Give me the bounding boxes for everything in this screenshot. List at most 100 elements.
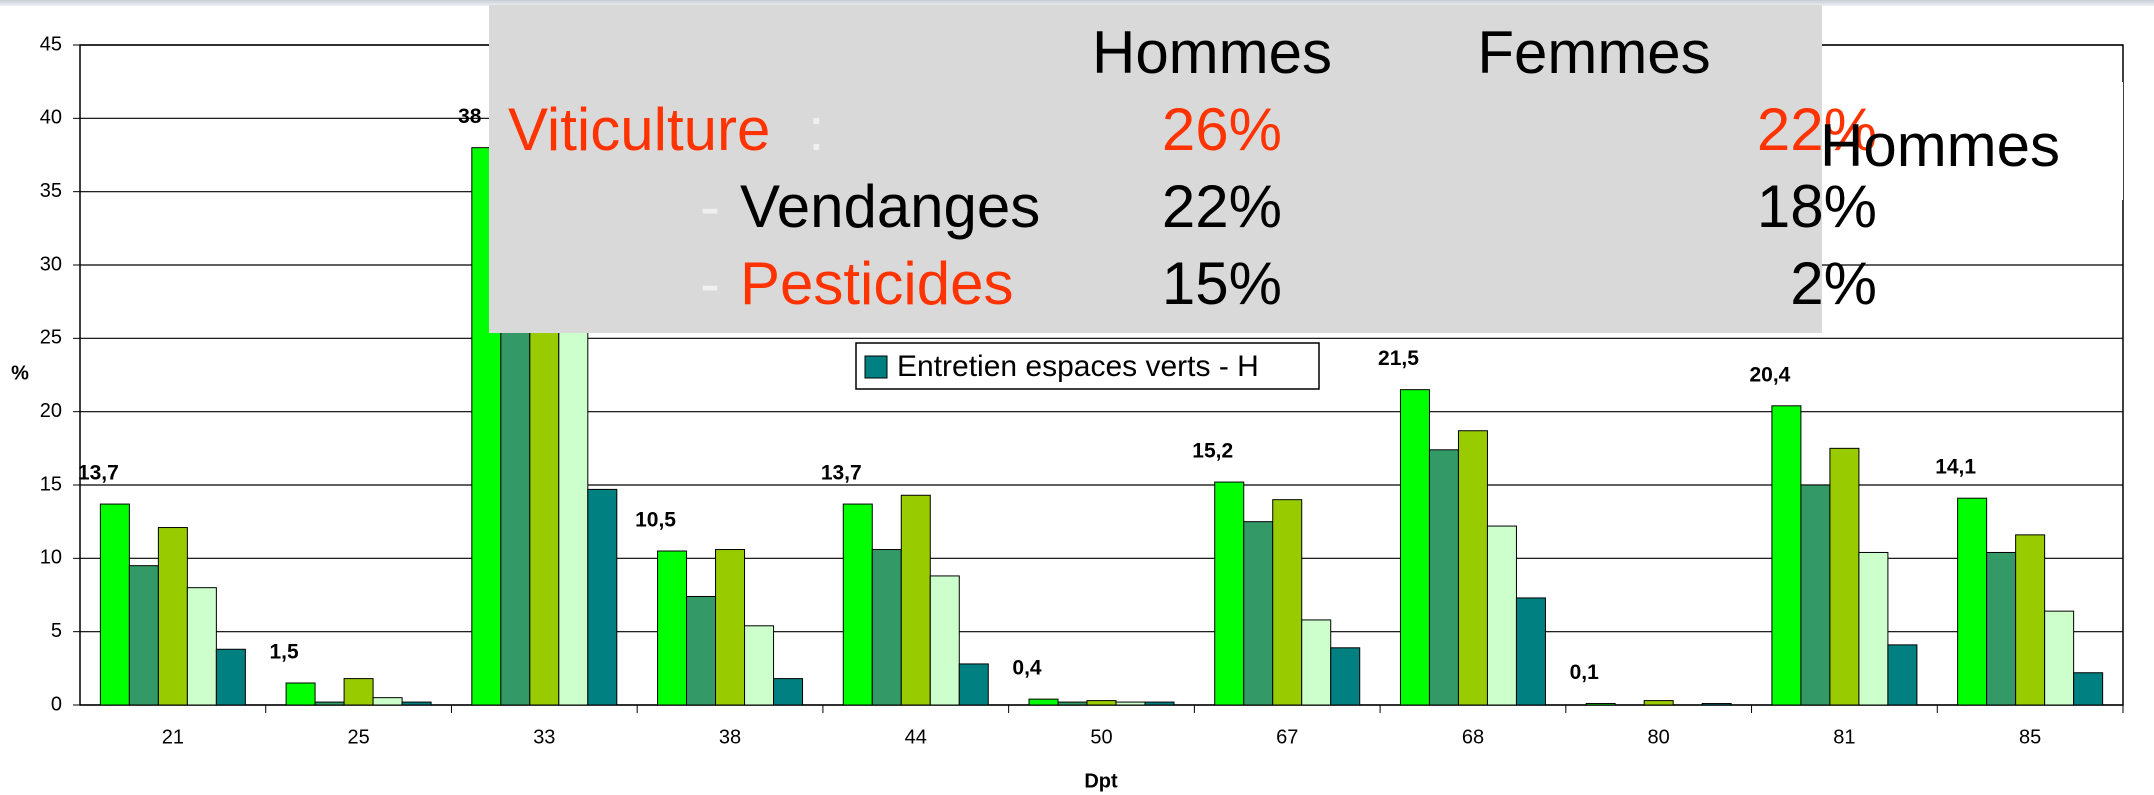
bar	[657, 550, 688, 706]
bar	[1144, 701, 1175, 706]
side-text: Hommes	[1820, 112, 2060, 179]
bar	[2015, 534, 2046, 706]
data-label: 38	[458, 105, 482, 128]
row-suffix: :	[808, 96, 825, 163]
y-tick-label: 15	[40, 473, 62, 495]
bar	[1515, 597, 1546, 706]
bar	[1428, 449, 1459, 706]
bar	[1486, 525, 1517, 706]
bar	[1086, 700, 1117, 706]
bar	[186, 587, 217, 706]
y-tick-label: 30	[40, 253, 62, 275]
x-tick-label: 80	[1648, 726, 1670, 748]
overlay-box	[489, 5, 1822, 333]
bar	[773, 678, 804, 706]
x-tick-label: 21	[162, 726, 184, 748]
bar	[215, 648, 246, 706]
bar	[1272, 499, 1303, 706]
x-tick-label: 68	[1462, 726, 1484, 748]
bar	[842, 503, 873, 706]
cell: 2%	[1790, 250, 1877, 317]
y-tick-label: 5	[51, 620, 62, 642]
bar	[401, 701, 432, 706]
bar	[372, 697, 403, 706]
data-label: 0,4	[1012, 657, 1042, 680]
bar	[157, 527, 188, 706]
bar	[1701, 703, 1732, 706]
y-tick-label: 25	[40, 327, 62, 349]
bar	[1057, 701, 1088, 706]
x-tick-label: 25	[347, 726, 369, 748]
cell: 22%	[1757, 96, 1877, 163]
x-tick-label: 67	[1276, 726, 1298, 748]
bar	[686, 595, 717, 706]
bar	[1028, 698, 1059, 706]
row-label: Viticulture	[508, 96, 770, 163]
y-tick-label: 35	[40, 180, 62, 202]
bar	[1243, 521, 1274, 706]
bar	[744, 625, 775, 706]
bar	[1986, 551, 2017, 706]
legend: Entretien espaces verts - H	[855, 342, 1320, 390]
bar	[314, 701, 345, 706]
bar	[1301, 619, 1332, 706]
bar	[1771, 405, 1802, 706]
bar	[1585, 703, 1616, 706]
x-tick-label: 81	[1833, 726, 1855, 748]
legend-box	[855, 342, 1320, 390]
bar	[587, 488, 618, 706]
x-tick-label: 50	[1090, 726, 1112, 748]
legend-label: Entretien espaces verts - H	[897, 350, 1259, 383]
bar	[2044, 610, 2075, 706]
bar	[128, 565, 159, 706]
y-tick-label: 45	[40, 33, 62, 55]
header: Hommes	[1092, 19, 1332, 86]
bar	[558, 264, 589, 706]
x-tick-label: 33	[533, 726, 555, 748]
side-box	[1822, 82, 2123, 200]
data-label: 21,5	[1378, 347, 1419, 370]
y-tick-label: 10	[40, 547, 62, 569]
header: Femmes	[1477, 19, 1710, 86]
overlay-table: Hommes Femmes Viticulture : 26% 22% Homm…	[489, 5, 2123, 333]
x-tick-label: 85	[2019, 726, 2041, 748]
row-dash: -	[700, 173, 720, 240]
bar	[715, 549, 746, 706]
legend-swatch	[864, 355, 888, 379]
bar	[900, 494, 931, 706]
x-axis-label: Dpt	[1084, 770, 1118, 792]
data-label: 0,1	[1570, 661, 1600, 684]
y-tick-label: 20	[40, 400, 62, 422]
data-label: 13,7	[821, 462, 862, 485]
y-tick-label: 40	[40, 107, 62, 129]
y-tick-label: 0	[51, 693, 62, 715]
cell: 18%	[1757, 173, 1877, 240]
bar	[99, 503, 130, 706]
row-label: Vendanges	[740, 173, 1040, 240]
y-axis-label: %	[11, 362, 29, 384]
row-label: Pesticides	[740, 250, 1013, 317]
cell: 15%	[1162, 250, 1282, 317]
data-label: 13,7	[78, 462, 119, 485]
window-bar	[0, 0, 2154, 6]
bar	[929, 575, 960, 706]
x-tick-label: 38	[719, 726, 741, 748]
bar	[1643, 700, 1674, 706]
bar	[1829, 447, 1860, 706]
data-label: 10,5	[635, 509, 676, 532]
row-dash: -	[700, 250, 720, 317]
bar	[1800, 484, 1831, 706]
data-label: 15,2	[1192, 440, 1233, 463]
bar	[1115, 701, 1146, 706]
x-tick-label: 44	[905, 726, 927, 748]
bar	[1399, 389, 1430, 706]
bar	[1957, 497, 1988, 706]
bar	[285, 682, 316, 706]
cell: 26%	[1162, 96, 1282, 163]
bar	[2073, 672, 2104, 706]
cell: 22%	[1162, 173, 1282, 240]
data-label: 14,1	[1935, 456, 1976, 479]
bar	[1214, 481, 1245, 706]
bar	[1858, 551, 1889, 706]
